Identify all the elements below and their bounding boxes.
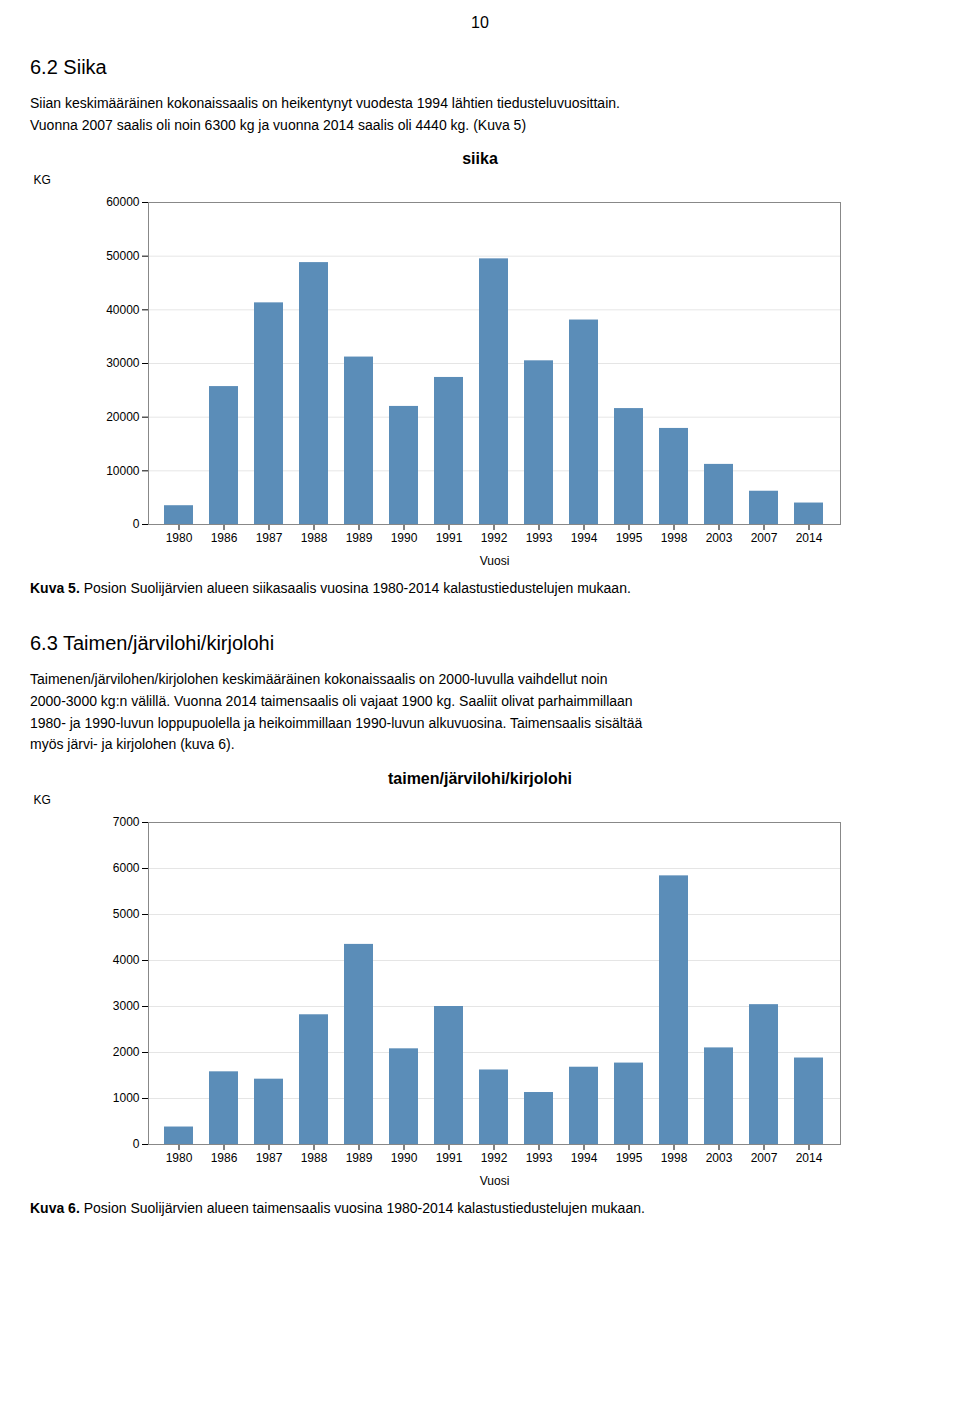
svg-text:2007: 2007 (751, 531, 778, 545)
svg-text:30000: 30000 (106, 357, 140, 371)
svg-text:2014: 2014 (796, 531, 823, 545)
html-text:Kuva 5. Posion Suolijärvien al: Kuva 5. Posion Suolijärvien alueen siika… (30, 580, 631, 597)
svg-text:1989: 1989 (346, 531, 373, 545)
svg-text:1986: 1986 (211, 1151, 238, 1165)
svg-text:1980: 1980 (166, 531, 193, 545)
html-text:siika: siika (462, 150, 498, 168)
svg-text:7000: 7000 (113, 815, 140, 829)
svg-text:1988: 1988 (301, 1151, 328, 1165)
svg-text:1986: 1986 (211, 531, 238, 545)
svg-text:1988: 1988 (301, 531, 328, 545)
svg-text:1993: 1993 (526, 1151, 553, 1165)
svg-text:Vuosi: Vuosi (480, 1174, 510, 1188)
svg-text:1990: 1990 (391, 1151, 418, 1165)
svg-text:1994: 1994 (571, 531, 598, 545)
svg-text:1998: 1998 (661, 531, 688, 545)
svg-text:1989: 1989 (346, 1151, 373, 1165)
svg-text:Vuosi: Vuosi (480, 554, 510, 568)
svg-text:1994: 1994 (571, 1151, 598, 1165)
svg-text:1992: 1992 (481, 1151, 508, 1165)
svg-text:2003: 2003 (706, 1151, 733, 1165)
svg-text:10000: 10000 (106, 464, 140, 478)
svg-text:6000: 6000 (113, 861, 140, 875)
html-text:6.2 Siika: 6.2 Siika (30, 56, 107, 78)
svg-text:40000: 40000 (106, 303, 140, 317)
svg-text:1991: 1991 (436, 531, 463, 545)
svg-text:20000: 20000 (106, 410, 140, 424)
svg-text:1995: 1995 (616, 1151, 643, 1165)
svg-text:1000: 1000 (113, 1091, 140, 1105)
svg-text:1987: 1987 (256, 531, 283, 545)
svg-text:2000: 2000 (113, 1045, 140, 1059)
svg-text:1993: 1993 (526, 531, 553, 545)
svg-text:2007: 2007 (751, 1151, 778, 1165)
svg-text:1987: 1987 (256, 1151, 283, 1165)
svg-text:50000: 50000 (106, 249, 140, 263)
svg-text:1991: 1991 (436, 1151, 463, 1165)
svg-text:1995: 1995 (616, 531, 643, 545)
svg-text:2003: 2003 (706, 531, 733, 545)
svg-text:KG: KG (34, 173, 51, 187)
svg-text:1992: 1992 (481, 531, 508, 545)
svg-text:0: 0 (133, 1137, 140, 1151)
svg-text:KG: KG (34, 793, 51, 807)
svg-text:0: 0 (133, 518, 140, 532)
svg-text:2014: 2014 (796, 1151, 823, 1165)
html-text:Siian keskimääräinen kokonaiss: Siian keskimääräinen kokonaissaalis on h… (30, 95, 620, 133)
html-text:10: 10 (471, 14, 489, 31)
html-text:6.3 Taimen/järvilohi/kirjolohi: 6.3 Taimen/järvilohi/kirjolohi (30, 632, 275, 655)
svg-text:1980: 1980 (166, 1151, 193, 1165)
svg-text:60000: 60000 (106, 196, 140, 210)
svg-text:1998: 1998 (661, 1151, 688, 1165)
svg-text:3000: 3000 (113, 999, 140, 1013)
svg-text:4000: 4000 (113, 953, 140, 967)
svg-text:1990: 1990 (391, 531, 418, 545)
html-text:Taimenen/järvilohen/kirjolohen: Taimenen/järvilohen/kirjolohen keskimäär… (30, 671, 643, 753)
html-text:taimen/järvilohi/kirjolohi: taimen/järvilohi/kirjolohi (388, 770, 572, 788)
html-text:Kuva 6. Posion Suolijärvien al: Kuva 6. Posion Suolijärvien alueen taime… (30, 1200, 645, 1217)
svg-text:5000: 5000 (113, 907, 140, 921)
